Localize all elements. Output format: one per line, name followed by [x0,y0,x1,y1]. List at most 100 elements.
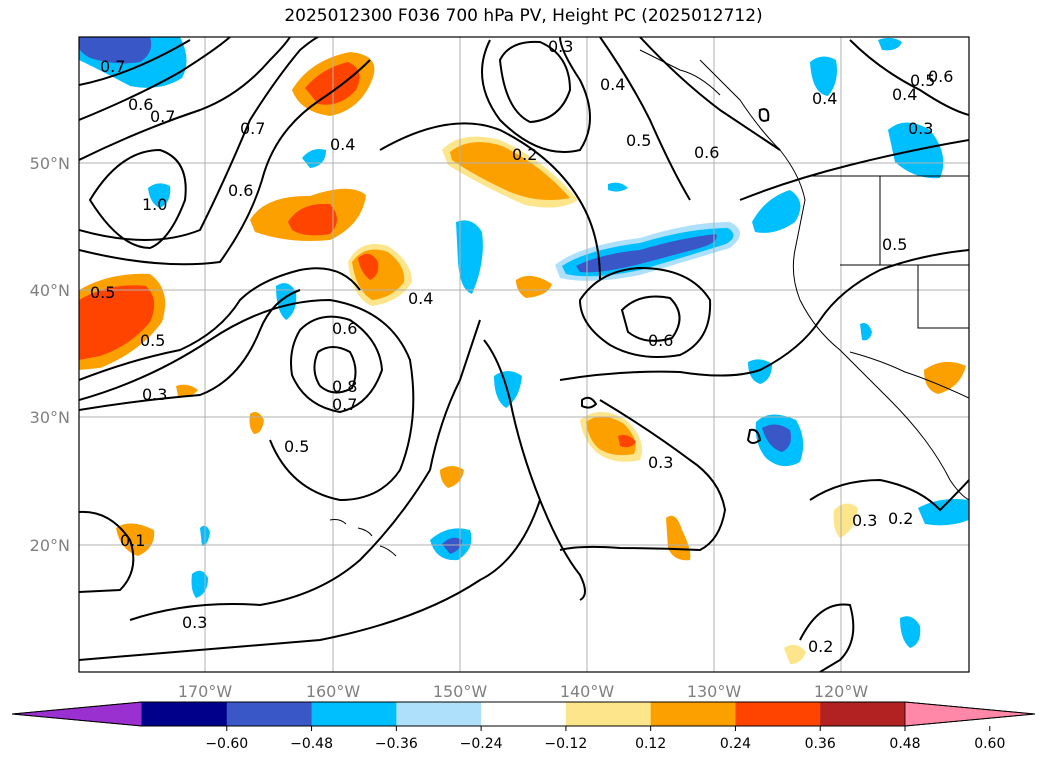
contour-label: 0.5 [90,283,115,302]
border-line [849,351,969,399]
contour-label: 0.2 [512,145,537,164]
contour-line [599,37,691,201]
map-frame [78,36,970,673]
contour-label: 0.7 [240,119,265,138]
contour-label: 0.3 [142,385,167,404]
pv-positive-core [305,62,360,105]
coast-detail [639,49,721,96]
pv-negative-fill [810,56,837,96]
contour-line [79,37,231,121]
lon-label: 120°W [814,682,869,701]
pv-positive-fill [924,361,966,394]
pv-negative-core [762,424,791,452]
contour-label: 0.7 [100,57,125,76]
colorbar-swatch [396,702,482,726]
contour-label: 0.7 [150,107,175,126]
contour-line [758,108,770,122]
colorbar-tick-label: −0.48 [290,736,333,752]
colorbar-extend-high [904,701,1036,727]
contour-label: 0.6 [928,67,953,86]
contour-label: 0.3 [648,453,673,472]
pv-positive-core [288,203,337,236]
colorbar-swatch [735,702,821,726]
contour-label: 0.1 [120,531,145,550]
contour-label: 0.4 [408,289,433,308]
contour-line [129,319,481,621]
pv-positive-fill [784,644,806,664]
colorbar-outline [11,701,1036,727]
map-gridlines [79,37,969,672]
lon-label: 160°W [306,682,361,701]
colorbar-swatch [142,702,228,726]
colorbar-tick-label: 0.36 [805,736,836,752]
height-contours [79,37,969,672]
contour-label: 0.6 [332,319,357,338]
lon-label: 140°W [560,682,615,701]
contour-line [799,603,855,672]
contour-line [79,289,301,411]
contour-line [313,346,357,394]
contour-label: 0.2 [888,509,913,528]
contour-line [79,499,541,661]
colorbar-tick-label: −0.12 [544,736,587,752]
contour-line [79,59,371,266]
contour-label: 0.8 [332,377,357,396]
chart-title: 2025012300 F036 700 hPa PV, Height PC (2… [284,6,763,26]
coastlines [329,49,969,557]
colorbar-tick-label: −0.60 [205,736,248,752]
contour-labels: 0.7 0.6 0.7 0.7 1.0 0.6 0.5 0.5 0.3 0.4 … [90,37,953,656]
contour-label: 0.6 [228,181,253,200]
lon-label: 170°W [178,682,233,701]
contour-label: 1.0 [142,195,167,214]
contour-label: 0.6 [694,143,719,162]
pv-negative-fill [900,616,921,648]
contour-line [578,266,712,358]
pv-negative-fill [608,182,628,192]
lon-label: 150°W [433,682,488,701]
island-outline [329,519,397,557]
contour-line [290,315,384,414]
contour-line [483,339,586,601]
pv-anomaly-fills [79,37,969,664]
contour-line [79,267,361,381]
colorbar-swatch [650,702,736,726]
contour-line [809,478,969,512]
contour-label: 0.5 [626,131,651,150]
contour-label: 0.5 [284,437,309,456]
contour-line [498,40,572,124]
lat-label: 30°N [30,408,70,427]
contour-line [79,39,191,86]
contour-label: 0.4 [892,85,917,104]
contour-label: 0.4 [330,135,355,154]
contour-line [79,298,415,502]
contour-label: 0.3 [908,119,933,138]
pv-negative-fill [860,323,872,341]
colorbar: −0.60 −0.48 −0.36 −0.24 −0.12 0.12 0.24 0.36 0.4… [11,701,1036,752]
pv-positive-core [358,253,379,280]
contour-label: 0.4 [812,89,837,108]
colorbar-tick-label: 0.48 [889,736,920,752]
contour-label: 0.3 [182,613,207,632]
colorbar-tick-label: −0.36 [375,736,418,752]
contour-line [849,39,969,116]
colorbar-swatch [820,702,906,726]
colorbar-swatch [226,702,313,726]
lon-label: 130°W [687,682,742,701]
colorbar-swatch [565,702,652,726]
contour-line [559,399,727,552]
pv-negative-core [576,234,717,273]
pv-negative-fill [276,283,297,320]
lat-label: 20°N [30,536,70,555]
contour-line [88,148,187,250]
contour-line [581,396,598,409]
map-plot-area: 0.7 0.6 0.7 0.7 1.0 0.6 0.5 0.5 0.3 0.4 … [79,37,969,672]
north-america-coast [699,59,969,501]
contour-line [639,37,781,151]
pv-positive-core [79,285,155,360]
contour-label: 0.3 [548,37,573,56]
contour-label: 0.2 [808,637,833,656]
pv-negative-core [442,537,462,554]
longitude-labels: 170°W 160°W 150°W 140°W 130°W 120°W [178,682,869,701]
pv-positive-fill [516,275,552,298]
